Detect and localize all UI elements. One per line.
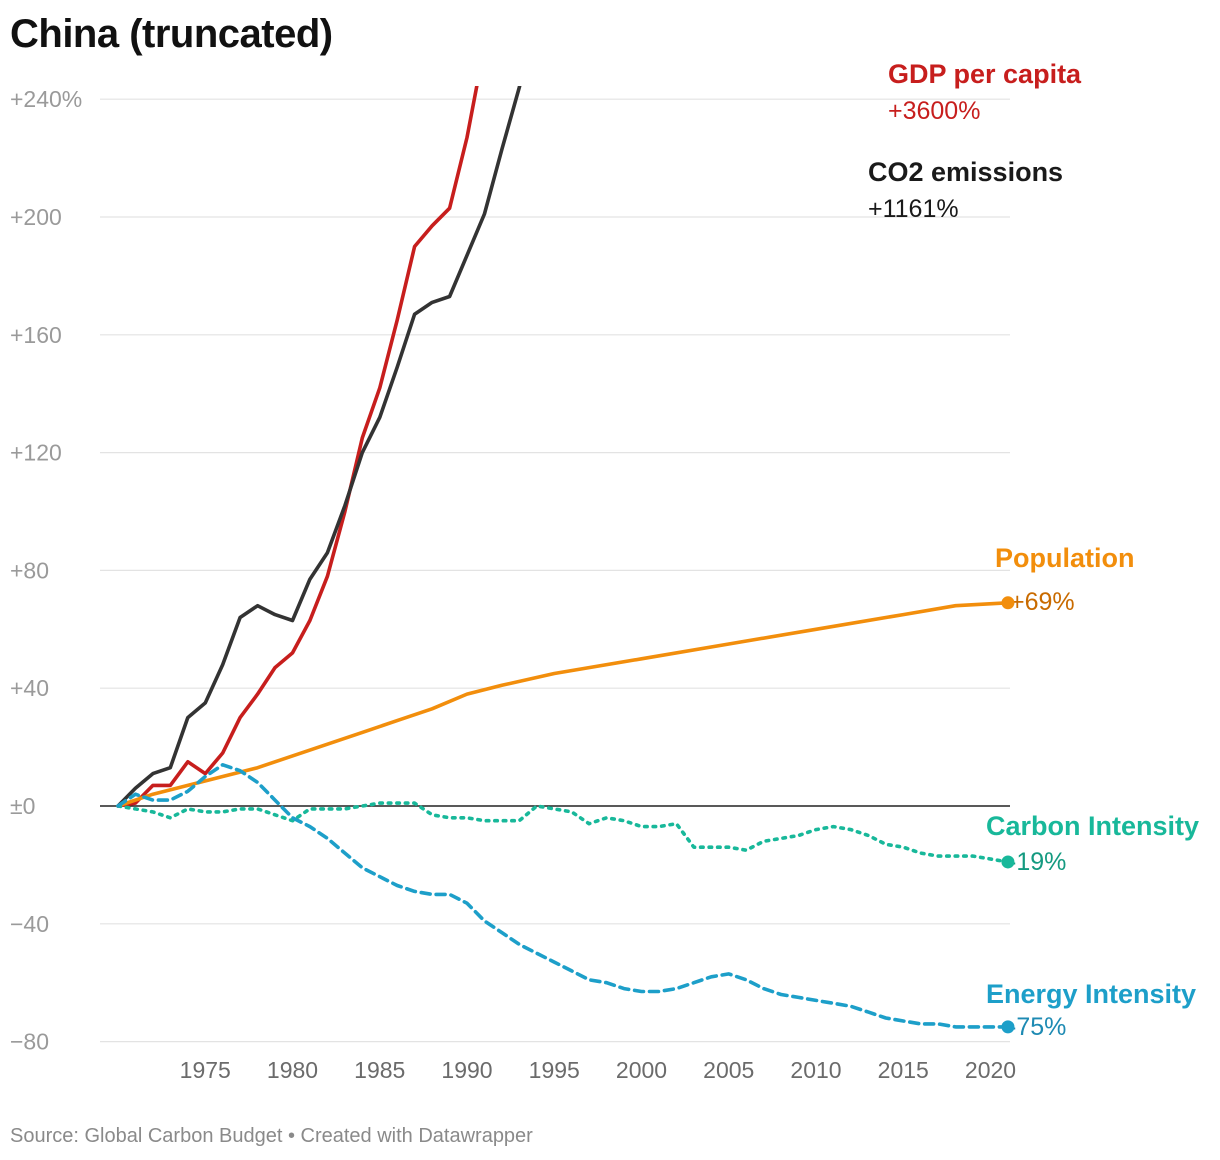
gdp-value-label: +3600% bbox=[888, 97, 980, 125]
energy_intensity-line bbox=[116, 762, 1010, 1029]
co2-value-label: +1161% bbox=[868, 195, 959, 223]
carbon_intensity-line bbox=[116, 801, 1010, 864]
carbon_intensity-value-label: -19% bbox=[1008, 848, 1066, 876]
y-tick-label: ±0 bbox=[10, 793, 35, 819]
y-tick-label: +200 bbox=[10, 204, 62, 230]
x-tick-label: 1975 bbox=[180, 1057, 231, 1083]
x-tick-label: 1995 bbox=[529, 1057, 580, 1083]
population-name-label: Population bbox=[995, 543, 1134, 573]
grid-layer bbox=[100, 98, 1010, 1043]
series-layer bbox=[116, 86, 1010, 1029]
x-tick-label: 1980 bbox=[267, 1057, 318, 1083]
co2-line bbox=[116, 86, 522, 808]
population-line bbox=[116, 600, 1010, 808]
x-tick-label: 2020 bbox=[965, 1057, 1016, 1083]
x-tick-label: 2010 bbox=[790, 1057, 841, 1083]
gdp-line bbox=[116, 86, 479, 808]
y-tick-label: −80 bbox=[10, 1029, 49, 1055]
x-tick-label: 2000 bbox=[616, 1057, 667, 1083]
gdp-name-label: GDP per capita bbox=[888, 59, 1082, 89]
y-tick-label: +120 bbox=[10, 440, 62, 466]
chart-title: China (truncated) bbox=[10, 12, 333, 56]
axis-layer: −80 −40 ±0 +40 +80 +120 +160 +200 +240% 1975 1980 1… bbox=[10, 86, 1016, 1083]
x-tick-label: 1985 bbox=[354, 1057, 405, 1083]
y-tick-label: +40 bbox=[10, 675, 49, 701]
y-tick-label: +80 bbox=[10, 557, 49, 583]
population-value-label: +69% bbox=[1010, 588, 1075, 616]
source-note: Source: Global Carbon Budget • Created w… bbox=[10, 1125, 533, 1147]
y-tick-label: −40 bbox=[10, 911, 49, 937]
label-layer: GDP per capita +3600% CO2 emissions +1161% P… bbox=[868, 59, 1199, 1041]
population-end-marker bbox=[1001, 596, 1015, 610]
energy_intensity-end-marker bbox=[1001, 1020, 1015, 1034]
x-tick-label: 2015 bbox=[878, 1057, 929, 1083]
x-tick-label: 1990 bbox=[441, 1057, 492, 1083]
carbon_intensity-end-marker bbox=[1001, 855, 1015, 869]
y-tick-label: +240% bbox=[10, 86, 82, 112]
co2-name-label: CO2 emissions bbox=[868, 157, 1063, 187]
energy_intensity-name-label: Energy Intensity bbox=[986, 979, 1196, 1009]
y-tick-label: +160 bbox=[10, 322, 62, 348]
carbon_intensity-name-label: Carbon Intensity bbox=[986, 811, 1199, 841]
x-tick-label: 2005 bbox=[703, 1057, 754, 1083]
energy_intensity-value-label: -75% bbox=[1008, 1013, 1066, 1041]
